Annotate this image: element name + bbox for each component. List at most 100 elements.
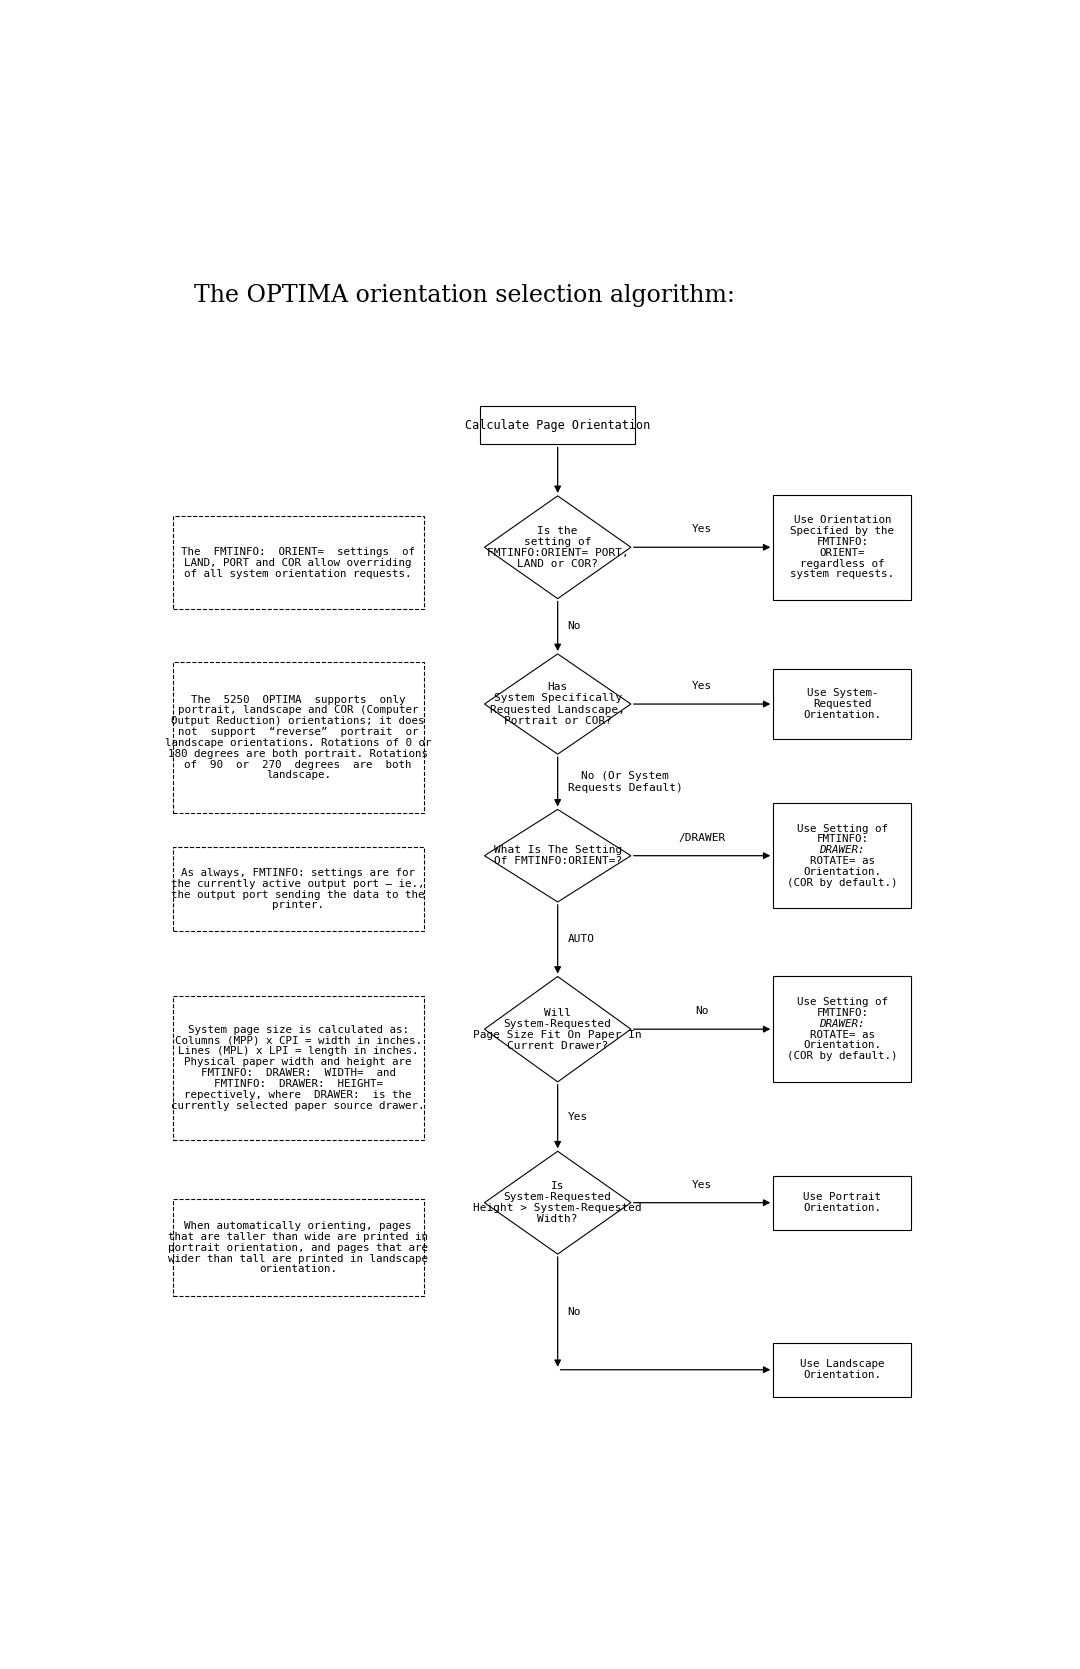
Text: Will: Will xyxy=(544,1008,571,1018)
Text: LAND, PORT and COR allow overriding: LAND, PORT and COR allow overriding xyxy=(185,557,411,567)
Text: wider than tall are printed in landscape: wider than tall are printed in landscape xyxy=(168,1253,428,1263)
Text: Use Setting of: Use Setting of xyxy=(797,996,888,1006)
Text: Width?: Width? xyxy=(538,1215,578,1225)
Text: Use Orientation: Use Orientation xyxy=(794,516,891,526)
FancyBboxPatch shape xyxy=(173,1200,423,1295)
Text: When automatically orienting, pages: When automatically orienting, pages xyxy=(185,1222,411,1232)
Text: ROTATE= as: ROTATE= as xyxy=(810,856,875,866)
Text: Requested: Requested xyxy=(813,699,872,709)
Text: The OPTIMA orientation selection algorithm:: The OPTIMA orientation selection algorit… xyxy=(193,284,734,307)
Text: What Is The Setting: What Is The Setting xyxy=(494,845,622,855)
Text: portrait orientation, and pages that are: portrait orientation, and pages that are xyxy=(168,1243,428,1253)
Text: Calculate Page Orientation: Calculate Page Orientation xyxy=(465,419,650,432)
FancyBboxPatch shape xyxy=(173,996,423,1140)
Text: setting of: setting of xyxy=(524,537,592,547)
Text: Orientation.: Orientation. xyxy=(804,1203,881,1213)
Text: Use Landscape: Use Landscape xyxy=(800,1359,885,1369)
Text: Specified by the: Specified by the xyxy=(791,526,894,536)
Text: FMTINFO:  DRAWER:  WIDTH=  and: FMTINFO: DRAWER: WIDTH= and xyxy=(201,1068,395,1078)
FancyBboxPatch shape xyxy=(773,803,912,908)
Text: system requests.: system requests. xyxy=(791,569,894,579)
FancyBboxPatch shape xyxy=(773,976,912,1082)
Text: AUTO: AUTO xyxy=(568,935,595,945)
FancyBboxPatch shape xyxy=(173,661,423,813)
Text: Physical paper width and height are: Physical paper width and height are xyxy=(185,1058,411,1066)
Text: No: No xyxy=(568,1307,581,1317)
Text: Use System-: Use System- xyxy=(807,688,878,698)
Text: Is: Is xyxy=(551,1182,565,1192)
Text: FMTINFO:: FMTINFO: xyxy=(816,1008,868,1018)
Text: System Specifically: System Specifically xyxy=(494,694,622,704)
Text: (COR by default.): (COR by default.) xyxy=(787,1051,897,1061)
Text: DRAWER:: DRAWER: xyxy=(820,1018,865,1028)
Text: orientation.: orientation. xyxy=(259,1265,337,1275)
Polygon shape xyxy=(485,1152,631,1253)
FancyBboxPatch shape xyxy=(773,1344,912,1397)
Text: FMTINFO:: FMTINFO: xyxy=(816,834,868,845)
Text: currently selected paper source drawer.: currently selected paper source drawer. xyxy=(172,1100,424,1110)
FancyBboxPatch shape xyxy=(773,494,912,599)
Text: FMTINFO:: FMTINFO: xyxy=(816,537,868,547)
Text: Requested Landscape,: Requested Landscape, xyxy=(490,704,625,714)
Text: landscape orientations. Rotations of 0 or: landscape orientations. Rotations of 0 o… xyxy=(165,738,432,748)
Text: the output port sending the data to the: the output port sending the data to the xyxy=(172,890,424,900)
FancyBboxPatch shape xyxy=(173,848,423,931)
Text: Page Size Fit On Paper In: Page Size Fit On Paper In xyxy=(473,1030,642,1040)
Polygon shape xyxy=(485,976,631,1082)
Text: No: No xyxy=(568,621,581,631)
Text: Columns (MPP) x CPI = width in inches.: Columns (MPP) x CPI = width in inches. xyxy=(175,1036,421,1046)
Text: Has: Has xyxy=(548,683,568,693)
Polygon shape xyxy=(485,809,631,901)
FancyBboxPatch shape xyxy=(173,516,423,609)
Text: 180 degrees are both portrait. Rotations: 180 degrees are both portrait. Rotations xyxy=(168,749,428,759)
Text: FMTINFO:ORIENT= PORT,: FMTINFO:ORIENT= PORT, xyxy=(487,547,629,557)
Text: System-Requested: System-Requested xyxy=(503,1192,611,1202)
Text: System page size is calculated as:: System page size is calculated as: xyxy=(188,1025,408,1035)
Text: Portrait or COR?: Portrait or COR? xyxy=(503,716,611,726)
Text: /DRAWER: /DRAWER xyxy=(678,833,726,843)
Text: that are taller than wide are printed in: that are taller than wide are printed in xyxy=(168,1232,428,1242)
Text: Orientation.: Orientation. xyxy=(804,709,881,719)
Text: not  support  “reverse”  portrait  or: not support “reverse” portrait or xyxy=(178,728,418,738)
Text: Yes: Yes xyxy=(692,1180,712,1190)
Polygon shape xyxy=(485,496,631,599)
Text: Lines (MPL) x LPI = length in inches.: Lines (MPL) x LPI = length in inches. xyxy=(178,1046,418,1056)
Text: Of FMTINFO:ORIENT=?: Of FMTINFO:ORIENT=? xyxy=(494,856,622,866)
Text: landscape.: landscape. xyxy=(266,771,330,781)
Text: System-Requested: System-Requested xyxy=(503,1018,611,1028)
Text: repectively, where  DRAWER:  is the: repectively, where DRAWER: is the xyxy=(185,1090,411,1100)
Text: printer.: printer. xyxy=(272,900,324,910)
Text: (COR by default.): (COR by default.) xyxy=(787,878,897,888)
Text: ROTATE= as: ROTATE= as xyxy=(810,1030,875,1040)
FancyBboxPatch shape xyxy=(773,1175,912,1230)
Text: As always, FMTINFO: settings are for: As always, FMTINFO: settings are for xyxy=(181,868,415,878)
Text: Output Reduction) orientations; it does: Output Reduction) orientations; it does xyxy=(172,716,424,726)
Text: The  FMTINFO:  ORIENT=  settings  of: The FMTINFO: ORIENT= settings of xyxy=(181,547,415,557)
Text: Height > System-Requested: Height > System-Requested xyxy=(473,1203,642,1213)
Text: Orientation.: Orientation. xyxy=(804,1370,881,1380)
Text: Is the: Is the xyxy=(538,526,578,536)
FancyBboxPatch shape xyxy=(773,669,912,739)
Text: of  90  or  270  degrees  are  both: of 90 or 270 degrees are both xyxy=(185,759,411,769)
Text: Orientation.: Orientation. xyxy=(804,866,881,876)
Text: Use Portrait: Use Portrait xyxy=(804,1192,881,1202)
Text: portrait, landscape and COR (Computer: portrait, landscape and COR (Computer xyxy=(178,706,418,716)
Text: of all system orientation requests.: of all system orientation requests. xyxy=(185,569,411,579)
Text: LAND or COR?: LAND or COR? xyxy=(517,559,598,569)
Text: ORIENT=: ORIENT= xyxy=(820,547,865,557)
Text: Current Drawer?: Current Drawer? xyxy=(508,1041,608,1051)
Text: Use Setting of: Use Setting of xyxy=(797,823,888,833)
Text: Orientation.: Orientation. xyxy=(804,1040,881,1050)
Text: No: No xyxy=(696,1006,708,1016)
Text: Yes: Yes xyxy=(692,681,712,691)
Text: No (Or System
Requests Default): No (Or System Requests Default) xyxy=(568,771,683,793)
Text: regardless of: regardless of xyxy=(800,559,885,569)
FancyBboxPatch shape xyxy=(481,406,635,444)
Text: the currently active output port — ie.,: the currently active output port — ie., xyxy=(172,878,424,888)
Polygon shape xyxy=(485,654,631,754)
Text: DRAWER:: DRAWER: xyxy=(820,845,865,855)
Text: Yes: Yes xyxy=(568,1112,588,1122)
Text: The  5250  OPTIMA  supports  only: The 5250 OPTIMA supports only xyxy=(191,694,405,704)
Text: Yes: Yes xyxy=(692,524,712,534)
Text: FMTINFO:  DRAWER:  HEIGHT=: FMTINFO: DRAWER: HEIGHT= xyxy=(214,1080,382,1088)
